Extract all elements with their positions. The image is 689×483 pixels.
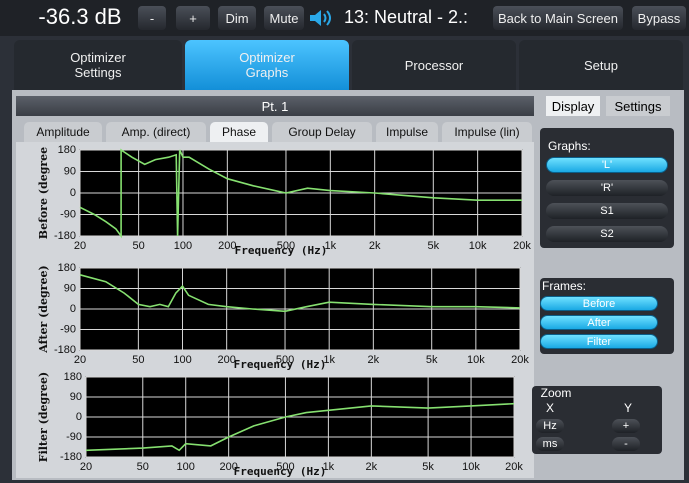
x-tick-label: 5k [426, 354, 438, 366]
main-tab[interactable]: Processor [352, 40, 516, 90]
x-tick-label: 200 [219, 461, 237, 473]
y-tick-label: 180 [58, 144, 76, 156]
y-tick-label: -90 [60, 208, 76, 220]
y-tick-label: 0 [76, 411, 82, 423]
x-tick-label: 500 [276, 354, 294, 366]
graphs-title: Graphs: [548, 139, 591, 153]
y-tick-label: -90 [60, 323, 76, 335]
y-axis-label: Before (degree [37, 147, 50, 239]
x-tick-label: 50 [132, 354, 144, 366]
y-tick-label: 90 [64, 165, 76, 177]
x-tick-label: 1k [325, 240, 337, 252]
y-tick-label: 0 [70, 303, 76, 315]
dim-button[interactable]: Dim [218, 6, 256, 30]
x-tick-label: 20k [513, 240, 531, 252]
y-tick-label: 90 [70, 391, 82, 403]
mute-button[interactable]: Mute [264, 6, 304, 30]
graph-tab[interactable]: Impulse [376, 122, 438, 142]
graph-tab[interactable]: Amp. (direct) [106, 122, 206, 142]
side-tab[interactable]: Settings [606, 96, 670, 116]
x-tick-label: 20k [505, 461, 523, 473]
x-tick-label: 100 [177, 461, 195, 473]
x-tick-label: 200 [217, 354, 235, 366]
volume: -36.3 dB [38, 4, 122, 29]
graph-toggle[interactable]: S1 [546, 203, 668, 219]
x-axis-label: Frequency (Hz) [234, 358, 327, 371]
volume-up[interactable]: + [176, 6, 210, 30]
phase-line [85, 402, 515, 452]
x-tick-label: 10k [469, 240, 487, 252]
x-tick-label: 5k [422, 461, 434, 473]
x-tick-label: 5k [427, 240, 439, 252]
graph-tab[interactable]: Impulse (lin) [442, 122, 532, 142]
x-tick-label: 500 [277, 240, 295, 252]
y-tick-label: -180 [54, 230, 76, 242]
x-tick-label: 20 [80, 461, 92, 473]
phase-line [79, 274, 521, 313]
x-tick-label: 20 [74, 354, 86, 366]
preset-name[interactable]: 13: Neutral - 2.: [344, 6, 469, 27]
phase-line [79, 148, 522, 239]
x-tick-label: 1k [323, 461, 335, 473]
x-tick-label: 2k [368, 354, 380, 366]
graph-tab[interactable]: Group Delay [272, 122, 372, 142]
frame-toggle[interactable]: After [540, 315, 658, 330]
zoom-x-label: X [545, 401, 554, 415]
y-axis-label: Filter (degree) [37, 372, 50, 462]
zoom-x-button[interactable]: Hz [536, 419, 564, 433]
x-tick-label: 10k [462, 461, 480, 473]
graph-tab[interactable]: Amplitude [24, 122, 102, 142]
graph-toggle[interactable]: 'R' [546, 180, 668, 196]
x-tick-label: 100 [173, 354, 191, 366]
x-tick-label: 50 [133, 240, 145, 252]
y-tick-label: 0 [70, 187, 76, 199]
x-tick-label: 10k [467, 354, 485, 366]
speaker-icon [310, 10, 331, 26]
y-tick-label: 90 [64, 282, 76, 294]
zoom-y-button[interactable]: - [612, 437, 640, 451]
frames-title: Frames: [542, 279, 587, 293]
volume-down[interactable]: - [138, 6, 166, 30]
back-button[interactable]: Back to Main Screen [493, 6, 623, 30]
side-tab-active[interactable]: Display [546, 96, 600, 116]
x-tick-label: 20 [74, 240, 86, 252]
x-axis-label: Frequency (Hz) [235, 244, 328, 257]
zoom-y-label: Y [623, 401, 632, 415]
frame-toggle[interactable]: Filter [540, 334, 658, 349]
main-tab[interactable]: Setup [519, 40, 683, 90]
y-tick-label: -180 [60, 451, 82, 463]
y-tick-label: 180 [58, 262, 76, 274]
y-tick-label: 180 [64, 371, 82, 383]
frame-toggle[interactable]: Before [540, 296, 658, 311]
main-tab-active[interactable]: Optimizer Graphs [185, 40, 349, 90]
x-tick-label: 2k [369, 240, 381, 252]
y-axis-label: After (degree) [37, 265, 50, 353]
zoom-y-button[interactable]: + [612, 419, 640, 433]
x-tick-label: 200 [218, 240, 236, 252]
panel-title: Pt. 1 [16, 96, 534, 116]
graph-toggle[interactable]: 'L' [546, 157, 668, 173]
x-tick-label: 20k [511, 354, 529, 366]
zoom-x-button[interactable]: ms [536, 437, 564, 451]
x-tick-label: 1k [323, 354, 335, 366]
main-tab[interactable]: Optimizer Settings [14, 40, 182, 90]
x-tick-label: 50 [137, 461, 149, 473]
y-tick-label: -90 [66, 431, 82, 443]
zoom-title: Zoom [540, 386, 572, 400]
graph-toggle[interactable]: S2 [546, 226, 668, 242]
x-axis-label: Frequency (Hz) [234, 465, 327, 478]
x-tick-label: 2k [366, 461, 378, 473]
y-tick-label: -180 [54, 344, 76, 356]
x-tick-label: 100 [174, 240, 192, 252]
graph-tab-active[interactable]: Phase [210, 122, 268, 142]
x-tick-label: 500 [276, 461, 294, 473]
bypass-button[interactable]: Bypass [632, 6, 686, 30]
